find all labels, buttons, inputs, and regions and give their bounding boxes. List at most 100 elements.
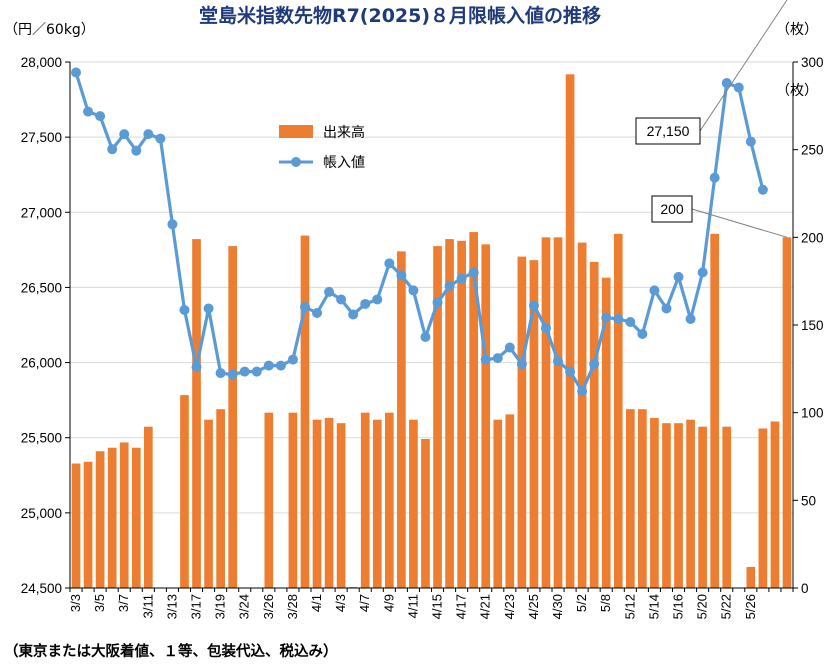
volume-bar <box>553 237 563 589</box>
x-tick-label: 4/1 <box>309 594 324 612</box>
settlement-point <box>95 111 106 122</box>
volume-bar <box>674 423 683 588</box>
settlement-point <box>408 285 419 296</box>
volume-bar <box>71 463 81 588</box>
legend-bar-label: 出来高 <box>323 124 365 141</box>
settlement-point <box>480 354 491 365</box>
x-tick-label: 3/11 <box>140 594 155 618</box>
settlement-point <box>227 369 238 380</box>
settlement-point <box>540 323 551 334</box>
x-tick-label: 5/20 <box>695 594 710 619</box>
settlement-point <box>167 219 178 230</box>
x-axis-ticks: 3/3 3/5 3/7 3/11 3/13 3/17 3/19 3/24 3/26 3/28 4/1… <box>68 588 794 619</box>
volume-bar <box>421 438 430 588</box>
volume-bar <box>457 240 466 588</box>
x-tick-label: 3/13 <box>164 594 179 619</box>
right-axis-ticks: 0 50 100 150 200 250 300 <box>793 55 824 596</box>
volume-bar <box>95 451 105 588</box>
volume-bar <box>336 423 346 588</box>
settlement-point <box>432 297 443 308</box>
settlement-point <box>299 301 310 312</box>
settlement-point <box>456 273 467 284</box>
settlement-point <box>709 172 720 183</box>
settlement-point <box>179 304 190 315</box>
settlement-point <box>492 353 503 364</box>
settlement-point <box>577 386 588 397</box>
settlement-point <box>757 184 768 195</box>
x-tick-label: 3/17 <box>189 594 204 619</box>
volume-bar <box>722 426 732 588</box>
settlement-point <box>348 309 359 320</box>
x-tick-label: 4/3 <box>333 594 348 612</box>
volume-bar <box>469 232 479 588</box>
settlement-line-path <box>74 72 765 393</box>
volume-bar <box>445 239 454 588</box>
callout-leader-bar-value <box>691 208 788 238</box>
volume-bar <box>204 419 213 588</box>
legend: 出来高 帳入値 <box>279 124 365 171</box>
left-tick-label: 27,500 <box>21 130 62 145</box>
left-axis-ticks: 24,500 25,000 25,500 26,000 26,500 27,000 27,5… <box>21 55 70 596</box>
x-tick-label: 5/16 <box>671 594 686 619</box>
settlement-point <box>468 267 479 278</box>
volume-bars <box>71 74 792 589</box>
settlement-point <box>589 359 600 370</box>
x-tick-label: 5/12 <box>622 594 637 619</box>
volume-bar <box>360 412 370 588</box>
volume-bar <box>770 421 780 588</box>
settlement-point <box>553 356 564 367</box>
left-tick-label: 24,500 <box>21 581 62 596</box>
x-tick-label: 4/7 <box>357 594 372 612</box>
volume-bar <box>288 412 298 588</box>
right-tick-label: 150 <box>801 318 824 333</box>
settlement-point <box>312 307 323 318</box>
x-tick-label: 4/21 <box>478 594 493 619</box>
volume-bar <box>517 256 527 588</box>
settlement-point <box>203 303 214 314</box>
callout-box-bar-value <box>651 195 693 223</box>
x-tick-label: 4/17 <box>454 594 469 619</box>
volume-bar <box>107 447 117 588</box>
settlement-point <box>733 82 744 93</box>
volume-bar <box>312 419 322 588</box>
settlement-point <box>613 313 624 324</box>
settlement-point <box>119 129 130 140</box>
right-tick-label: 250 <box>801 143 824 158</box>
settlement-point <box>444 280 455 291</box>
settlement-point <box>745 136 756 147</box>
x-tick-label: 5/26 <box>743 594 758 619</box>
volume-bar <box>710 233 720 588</box>
settlement-point <box>528 300 539 311</box>
settlement-point <box>384 258 395 269</box>
x-tick-label: 5/14 <box>646 594 661 619</box>
x-tick-label: 4/23 <box>502 594 517 619</box>
settlement-point <box>71 67 82 78</box>
callout-box-line-value <box>635 117 701 145</box>
volume-bar <box>505 414 515 588</box>
volume-bar <box>143 426 153 588</box>
x-tick-label: 5/22 <box>719 594 734 619</box>
settlement-point <box>107 144 118 155</box>
volume-bar <box>384 412 394 588</box>
legend-bar-swatch <box>279 125 313 138</box>
x-tick-label: 5/2 <box>574 594 589 612</box>
legend-line-marker <box>291 157 301 167</box>
volume-bar <box>758 428 768 588</box>
settlement-point <box>625 316 636 327</box>
callout-leader-line-value <box>699 0 788 132</box>
settlement-point <box>601 312 612 323</box>
volume-bar <box>397 251 406 589</box>
settlement-point <box>239 366 250 377</box>
right-axis-unit-repeat: （枚） <box>776 83 818 99</box>
settlement-point <box>504 342 515 353</box>
right-tick-label: 50 <box>801 493 816 508</box>
settlement-point <box>143 129 154 140</box>
volume-bar <box>698 426 707 588</box>
x-tick-label: 4/25 <box>526 594 541 619</box>
settlement-point <box>721 78 732 89</box>
settlement-point <box>215 368 226 379</box>
x-tick-label: 3/5 <box>92 594 107 612</box>
settlement-point <box>420 332 431 343</box>
left-axis-unit: （円／60kg） <box>4 22 95 38</box>
